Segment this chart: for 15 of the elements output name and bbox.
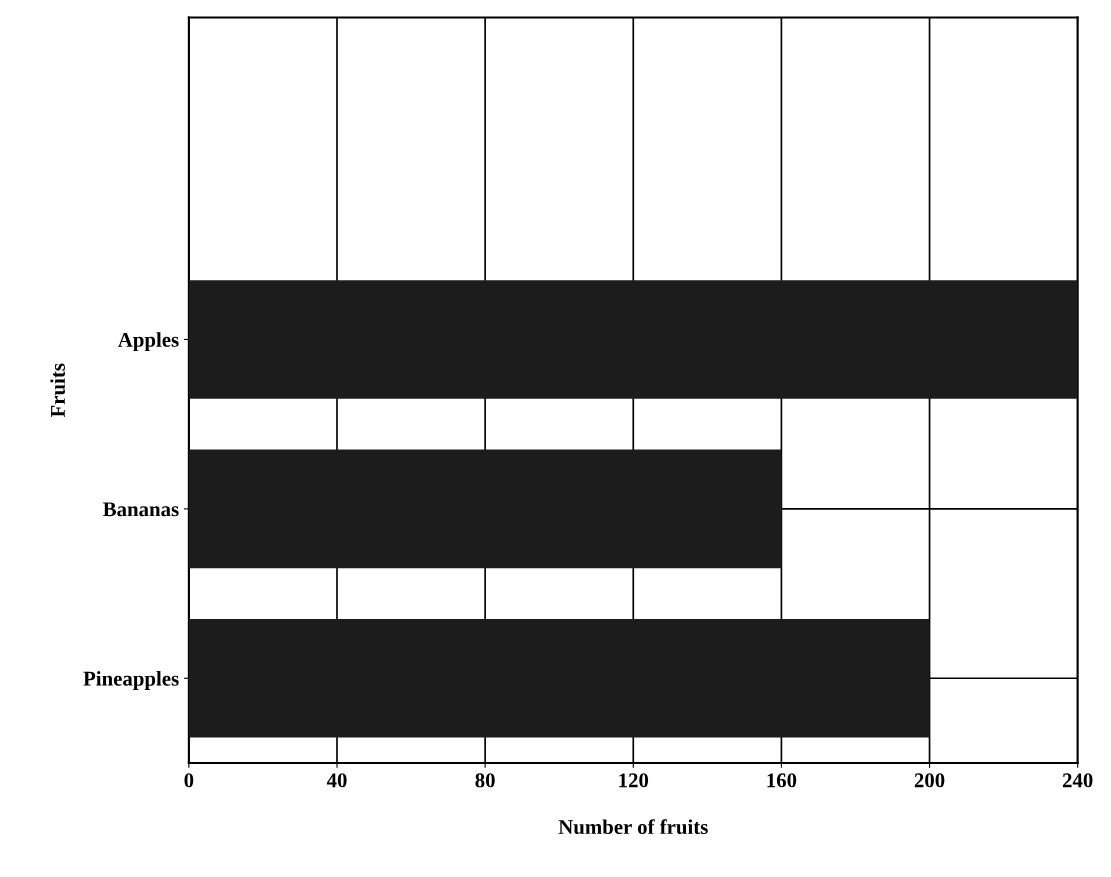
x-tick-label: 40 bbox=[326, 773, 347, 788]
y-tick-label: Pineapples bbox=[83, 671, 179, 690]
x-tick-label: 160 bbox=[767, 773, 797, 788]
x-tick-label: 120 bbox=[619, 773, 649, 788]
y-tick-label: Bananas bbox=[103, 502, 179, 517]
x-tick-label: 80 bbox=[475, 773, 495, 788]
x-tick-label: 200 bbox=[914, 773, 945, 788]
y-tick-label: Apples bbox=[117, 332, 179, 352]
bar bbox=[188, 449, 782, 569]
x-tick-label: 0 bbox=[184, 773, 194, 788]
x-axis-title: Number of fruits bbox=[558, 819, 708, 835]
bar bbox=[188, 280, 1078, 399]
y-axis-title: Fruits bbox=[50, 363, 65, 418]
bar bbox=[188, 618, 930, 738]
x-tick-label: 240 bbox=[1062, 773, 1093, 788]
